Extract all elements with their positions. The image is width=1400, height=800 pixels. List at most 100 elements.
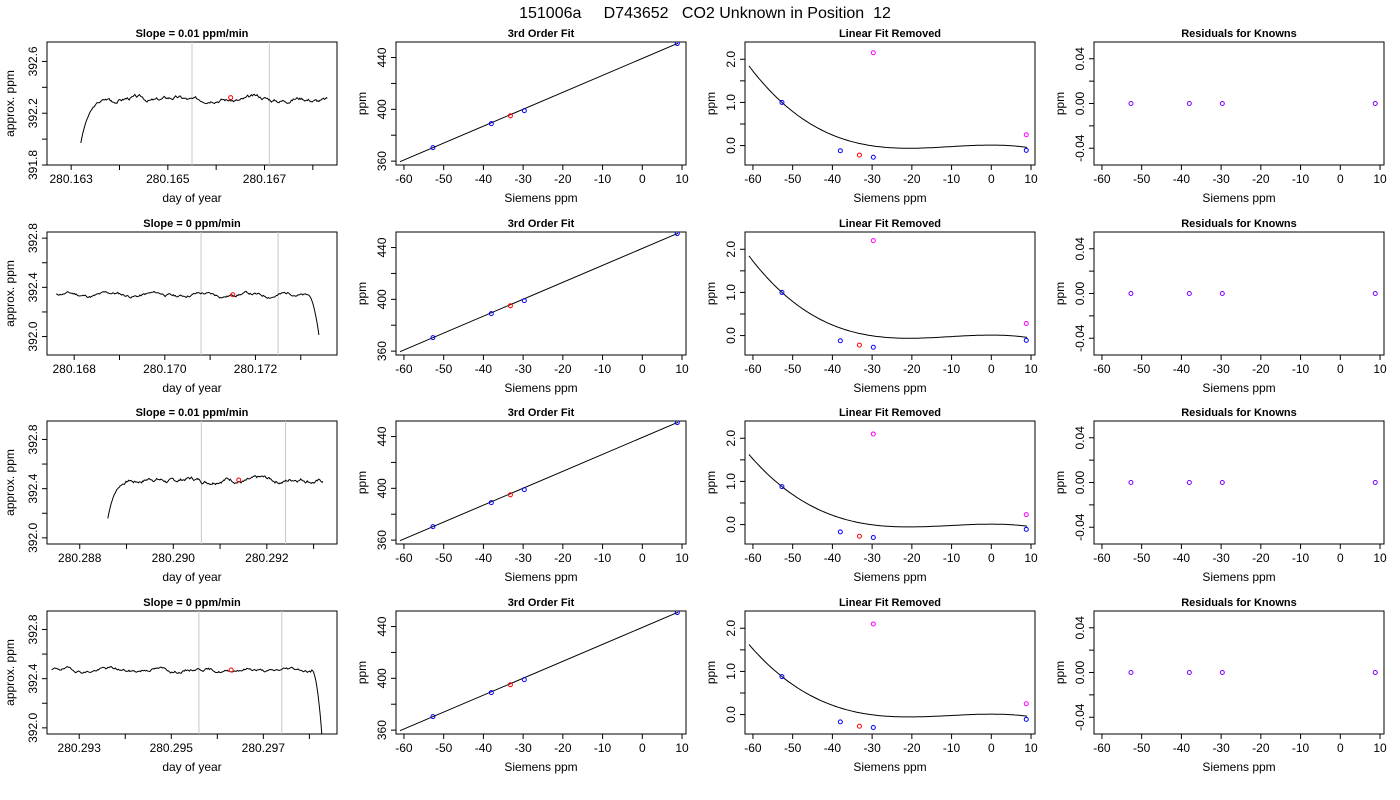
y-tick-label: 440	[375, 426, 389, 446]
x-tick-label: -10	[594, 362, 612, 376]
signal-trace	[55, 290, 320, 335]
panel-title: 3rd Order Fit	[508, 218, 575, 230]
known-point	[837, 148, 843, 154]
unknown-point	[507, 682, 513, 688]
x-tick-label: -20	[554, 172, 572, 186]
residual-curve	[748, 65, 1028, 149]
x-tick-label: -20	[554, 362, 572, 376]
y-tick-label: 0.00	[1073, 91, 1087, 115]
x-tick-label: 10	[1024, 551, 1038, 565]
unknown-point	[507, 303, 513, 309]
plot-frame	[46, 231, 338, 356]
x-tick-label: -40	[824, 741, 842, 755]
unknown-point	[856, 723, 862, 729]
x-tick-label: 0	[988, 172, 995, 186]
extra-point	[1023, 320, 1029, 326]
known-point	[1023, 716, 1029, 722]
residual-point	[1219, 670, 1225, 675]
x-axis-label: Siemens ppm	[504, 381, 577, 395]
x-tick-label: -40	[824, 172, 842, 186]
plot-area	[748, 431, 1029, 541]
x-tick-label: -10	[1292, 741, 1310, 755]
plot-frame	[744, 41, 1036, 166]
sample-marker	[230, 292, 236, 298]
x-tick-label: 280.292	[245, 551, 289, 565]
panel-r3-c3: Residuals for Knowns -60 -50 -40 -30 -20 -10 0 1…	[1053, 597, 1387, 774]
known-point	[430, 145, 436, 151]
x-tick-label: 280.168	[52, 362, 96, 376]
panel-r2-c1: 3rd Order Fit -60 -50 -40 -30 -20 -10 0 10 Siemen…	[355, 407, 689, 584]
panel-title: Residuals for Knowns	[1181, 597, 1297, 609]
panel-r1-c3: Residuals for Knowns -60 -50 -40 -30 -20 -10 0 1…	[1053, 218, 1387, 395]
y-axis-label: ppm	[704, 92, 718, 115]
x-axis-label: day of year	[162, 381, 221, 395]
known-point	[674, 232, 680, 237]
plot-frame	[46, 610, 338, 735]
panel-title: 3rd Order Fit	[508, 597, 575, 609]
y-tick-label: 1.0	[724, 663, 738, 680]
x-tick-label: 10	[1373, 741, 1387, 755]
y-tick-label: 400	[375, 478, 389, 498]
x-tick-label: 280.167	[243, 172, 287, 186]
x-tick-label: -30	[1212, 741, 1230, 755]
x-axis-label: day of year	[162, 760, 221, 774]
residual-point	[1186, 480, 1192, 485]
y-axis-label: ppm	[1053, 471, 1067, 494]
y-axis-label: approx. ppm	[3, 639, 17, 706]
y-tick-label: 0.00	[1073, 470, 1087, 494]
x-tick-label: -30	[863, 551, 881, 565]
x-tick-label: 10	[1024, 172, 1038, 186]
extra-point	[870, 238, 876, 244]
x-axis-label: Siemens ppm	[504, 191, 577, 205]
x-axis-label: Siemens ppm	[504, 570, 577, 584]
x-tick-label: -40	[1173, 172, 1191, 186]
plot-area	[399, 232, 680, 353]
x-tick-label: -40	[475, 172, 493, 186]
fit-line	[399, 232, 679, 353]
x-axis-label: Siemens ppm	[1202, 760, 1275, 774]
x-tick-label: 0	[988, 362, 995, 376]
y-axis-label: approx. ppm	[3, 70, 17, 137]
x-axis-label: day of year	[162, 570, 221, 584]
x-tick-label: -60	[395, 362, 413, 376]
panel-title: Slope = 0 ppm/min	[143, 218, 241, 230]
x-tick-label: -10	[943, 551, 961, 565]
extra-point	[1023, 701, 1029, 707]
x-tick-label: -40	[1173, 741, 1191, 755]
panel-r1-c1: 3rd Order Fit -60 -50 -40 -30 -20 -10 0 10 Siemen…	[355, 218, 689, 395]
panel-r1-c2: Linear Fit Removed -60 -50 -40 -30 -20 -10 0 10 S…	[704, 218, 1038, 395]
y-axis-label: approx. ppm	[3, 260, 17, 327]
sample-marker	[228, 95, 234, 101]
x-axis-label: Siemens ppm	[853, 191, 926, 205]
unknown-point	[856, 152, 862, 158]
x-tick-label: -20	[1252, 741, 1270, 755]
residual-curve	[748, 255, 1028, 339]
y-tick-label: 400	[375, 289, 389, 309]
x-tick-label: -10	[594, 551, 612, 565]
y-tick-label: 360	[375, 530, 389, 550]
panel-r3-c1: 3rd Order Fit -60 -50 -40 -30 -20 -10 0 10 Siemen…	[355, 597, 689, 774]
plot-area	[748, 621, 1029, 731]
plot-area	[80, 42, 328, 165]
panel-r0-c1: 3rd Order Fit -60 -50 -40 -30 -20 -10 0 10 Siemen…	[355, 28, 689, 205]
x-tick-label: -60	[744, 362, 762, 376]
signal-trace	[80, 93, 328, 144]
known-point	[521, 677, 527, 683]
x-tick-label: -60	[395, 741, 413, 755]
x-axis-label: day of year	[162, 191, 221, 205]
y-tick-label: 392.0	[26, 713, 40, 743]
panel-title: 3rd Order Fit	[508, 28, 575, 40]
y-tick-label: 2.0	[724, 620, 738, 637]
plot-frame	[1093, 420, 1385, 545]
x-tick-label: -40	[1173, 362, 1191, 376]
x-tick-label: -30	[514, 172, 532, 186]
x-tick-label: 0	[639, 172, 646, 186]
known-point	[837, 529, 843, 535]
x-tick-label: 10	[1024, 741, 1038, 755]
known-point	[430, 714, 436, 720]
y-tick-label: 400	[375, 668, 389, 688]
x-tick-label: -20	[554, 551, 572, 565]
residual-point	[1128, 480, 1134, 485]
residual-point	[1128, 670, 1134, 675]
x-tick-label: 10	[675, 362, 689, 376]
